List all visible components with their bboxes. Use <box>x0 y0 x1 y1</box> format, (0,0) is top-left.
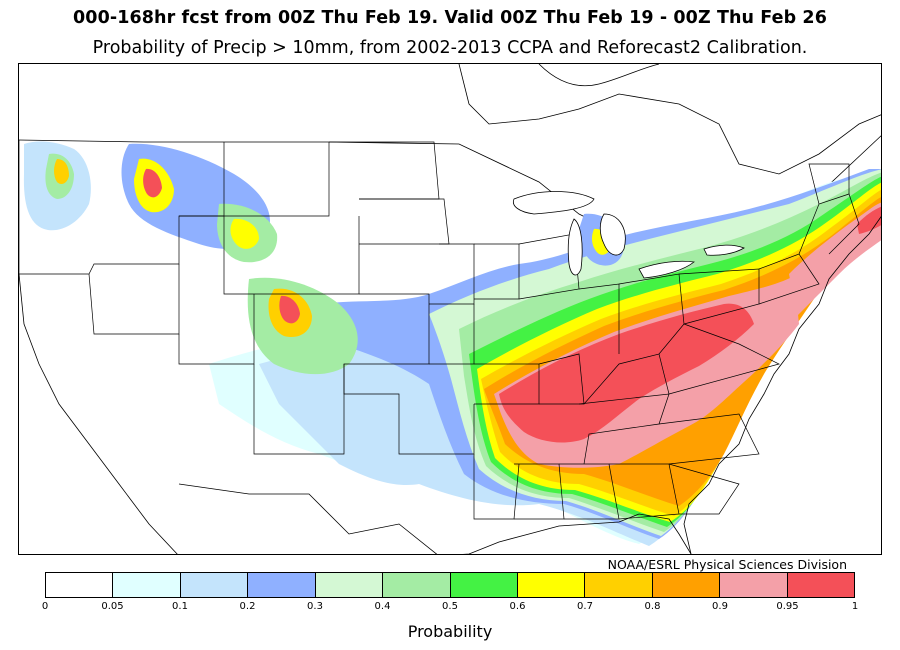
lake-huron <box>599 213 626 256</box>
lake-erie <box>638 260 695 279</box>
colorbar-tick-label: 0.8 <box>644 601 661 612</box>
contour-colorado-peak <box>279 295 300 324</box>
colorbar-tick-label: 0.3 <box>307 601 323 612</box>
contour-0.95 <box>499 303 754 443</box>
contour-wyoming-core <box>230 218 259 249</box>
colorbar-swatch <box>652 573 721 597</box>
contour-idaho-peak <box>143 168 162 198</box>
coastline-west <box>19 273 178 554</box>
hudson-bay-coast <box>538 64 660 87</box>
chart-title: 000-168hr fcst from 00Z Thu Feb 19. Vali… <box>73 8 827 28</box>
colorbar-tick-label: 0.05 <box>101 601 124 612</box>
colorbar-tick-label: 1 <box>851 601 859 612</box>
colorbar-swatch <box>113 573 181 597</box>
lake-michigan <box>567 218 583 276</box>
probability-contours <box>23 141 881 546</box>
colorbar-swatch <box>315 573 384 597</box>
lake-superior <box>512 191 595 215</box>
colorbar-swatch <box>517 573 586 597</box>
map-panel <box>18 63 882 555</box>
colorbar-tick-label: 0.5 <box>442 601 458 612</box>
colorbar-swatch <box>450 573 518 597</box>
colorbar-tick-label: 0.1 <box>172 601 188 612</box>
coastline-north <box>458 64 881 175</box>
colorbar-tick-label: 0.95 <box>776 601 799 612</box>
precip-probability-map <box>19 64 881 554</box>
great-lakes <box>512 191 745 279</box>
chart-subtitle: Probability of Precip > 10mm, from 2002-… <box>92 38 808 58</box>
colorbar-tick-label: 0.4 <box>374 601 391 612</box>
state-borders <box>19 140 860 520</box>
coastline-gulf <box>462 513 692 554</box>
colorbar-swatch <box>383 573 451 597</box>
colorbar-swatch <box>787 573 855 597</box>
colorbar-tick-label: 0.6 <box>509 601 526 612</box>
colorbar-ticks: 0 0.05 0.1 0.2 0.3 0.4 0.5 0.6 0.7 0.8 0.9 0.95 1 <box>41 601 859 615</box>
colorbar-swatch <box>720 573 788 597</box>
colorbar-tick-label: 0.7 <box>577 601 593 612</box>
colorbar-swatch <box>46 573 114 597</box>
lake-ontario <box>703 244 745 256</box>
colorbar-swatch <box>180 573 249 597</box>
colorbar-swatch <box>585 573 653 597</box>
colorbar-swatch <box>248 573 316 597</box>
colorbar-label: Probability <box>407 622 493 641</box>
contour-0.95-northeast <box>857 206 881 234</box>
colorbar-tick-label: 0.2 <box>239 601 256 612</box>
credit-label: NOAA/ESRL Physical Sciences Division <box>607 557 847 572</box>
colorbar-tick-label: 0.9 <box>712 601 728 612</box>
contour-west-cascades-core <box>54 159 69 184</box>
colorbar <box>45 572 855 598</box>
colorbar-tick-label: 0 <box>41 601 49 612</box>
mexico-border <box>178 483 438 554</box>
contour-0.9-northeast <box>789 202 881 316</box>
coastline-east <box>683 216 881 554</box>
